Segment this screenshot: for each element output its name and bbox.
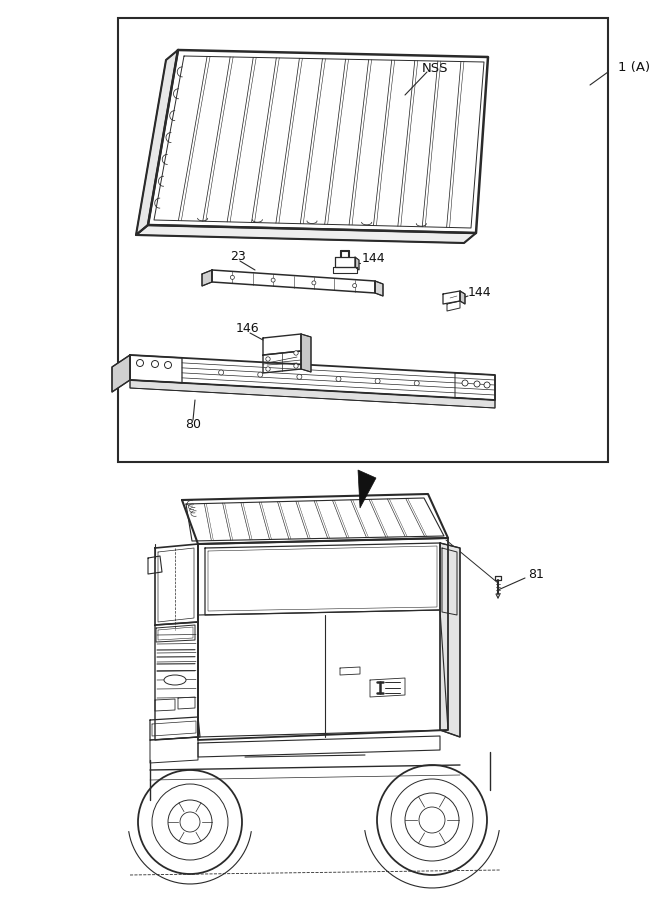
Circle shape — [151, 361, 159, 367]
Circle shape — [271, 278, 275, 282]
Circle shape — [168, 800, 212, 844]
Polygon shape — [136, 225, 476, 243]
Circle shape — [230, 275, 234, 279]
Circle shape — [419, 807, 445, 833]
Circle shape — [266, 356, 270, 361]
Text: 23: 23 — [230, 249, 245, 263]
Bar — [118, 18, 608, 462]
Polygon shape — [202, 270, 212, 286]
Circle shape — [312, 281, 316, 285]
Circle shape — [266, 367, 270, 371]
Polygon shape — [440, 543, 460, 737]
Polygon shape — [375, 281, 383, 296]
Circle shape — [414, 381, 420, 386]
Polygon shape — [112, 355, 130, 392]
Text: 81: 81 — [528, 569, 544, 581]
Text: 144: 144 — [362, 251, 386, 265]
Circle shape — [336, 376, 341, 382]
Circle shape — [353, 284, 357, 288]
Circle shape — [257, 372, 263, 377]
Circle shape — [137, 359, 143, 366]
Polygon shape — [460, 291, 465, 304]
Circle shape — [405, 793, 459, 847]
Text: 144: 144 — [468, 285, 492, 299]
Circle shape — [293, 351, 298, 356]
Polygon shape — [136, 50, 178, 235]
Circle shape — [391, 779, 473, 861]
Text: 80: 80 — [185, 418, 201, 431]
Circle shape — [219, 370, 223, 375]
Circle shape — [377, 765, 487, 875]
Ellipse shape — [164, 675, 186, 685]
Circle shape — [152, 784, 228, 860]
Polygon shape — [130, 380, 495, 408]
Circle shape — [297, 374, 302, 379]
Circle shape — [180, 812, 200, 832]
Circle shape — [293, 364, 298, 368]
Polygon shape — [358, 470, 376, 508]
Circle shape — [484, 382, 490, 388]
Circle shape — [138, 770, 242, 874]
Text: 1 (A): 1 (A) — [618, 61, 650, 75]
Text: NSS: NSS — [422, 61, 448, 75]
Polygon shape — [355, 257, 359, 270]
Circle shape — [165, 362, 171, 368]
Circle shape — [462, 380, 468, 386]
Circle shape — [474, 381, 480, 387]
Text: 146: 146 — [236, 321, 259, 335]
Circle shape — [375, 379, 380, 383]
Polygon shape — [301, 334, 311, 372]
